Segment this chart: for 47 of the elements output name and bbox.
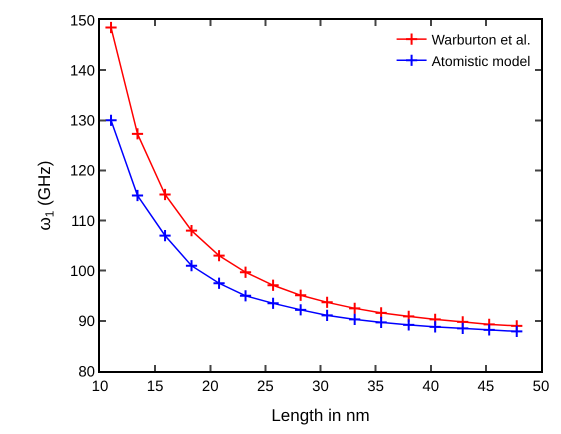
y-tick-label: 110: [71, 212, 95, 230]
point: [238, 266, 252, 279]
point: [238, 289, 252, 302]
point: [266, 296, 280, 310]
point: [104, 114, 118, 127]
x-tick-label: 50: [532, 378, 550, 395]
point: [266, 278, 280, 292]
x-tick-label: 30: [312, 378, 329, 395]
x-tick-label: 45: [478, 378, 494, 395]
x-tick-label: 15: [146, 378, 164, 395]
y-tick-label: 80: [78, 363, 95, 380]
y-tick-label: 90: [78, 313, 95, 330]
point: [320, 308, 334, 322]
y-tick-label: 140: [70, 62, 95, 80]
point: [212, 249, 226, 262]
point: [184, 259, 198, 272]
point: [482, 323, 496, 336]
point: [456, 322, 470, 335]
x-tick-label: 35: [367, 378, 384, 395]
point: [402, 318, 416, 332]
y-tick-label: 100: [70, 262, 95, 280]
point: [104, 20, 118, 34]
point: [212, 276, 226, 290]
point: [510, 324, 524, 338]
point: [374, 316, 388, 329]
x-tick-label: 25: [257, 378, 274, 395]
point: [294, 288, 308, 302]
point: [428, 320, 442, 334]
point: [320, 296, 334, 309]
point: [158, 229, 172, 242]
point: [348, 302, 362, 315]
point: [294, 303, 308, 316]
point: [130, 188, 144, 202]
legend-label: Warburton et al.: [432, 32, 531, 48]
point: [348, 312, 362, 326]
point: [158, 188, 172, 202]
x-axis-title: Length in nm: [271, 406, 370, 425]
y-tick-label: 150: [70, 12, 95, 30]
x-tick-label: 40: [422, 378, 440, 395]
legend-label: Atomistic model: [432, 52, 530, 69]
point: [374, 306, 388, 320]
y-tick-label: 120: [70, 162, 95, 180]
x-tick-label: 20: [202, 378, 219, 395]
x-tick-label: 10: [92, 378, 108, 395]
y-tick-label: 130: [70, 112, 95, 130]
point: [130, 127, 144, 140]
point: [184, 224, 198, 238]
